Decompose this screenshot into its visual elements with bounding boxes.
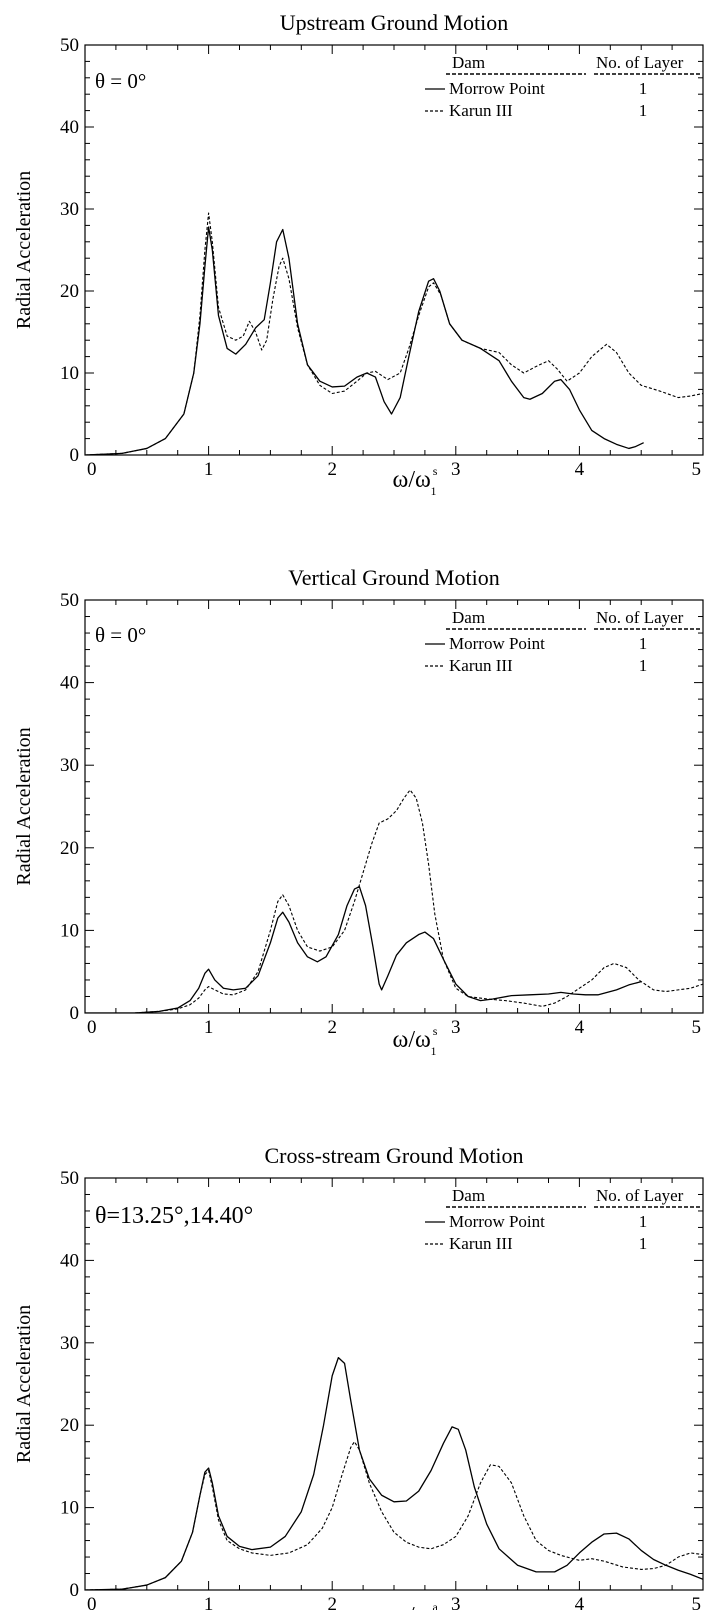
legend-series-name: Morrow Point	[449, 1212, 545, 1231]
x-tick-label: 1	[204, 1594, 214, 1610]
series-line-karun-iii	[85, 212, 703, 455]
y-tick-label: 10	[60, 363, 79, 384]
series-line-morrow-point	[85, 885, 642, 1013]
x-tick-label: 3	[451, 459, 461, 480]
chart-title: Cross-stream Ground Motion	[264, 1143, 523, 1168]
x-axis-label-main: ω/ω	[392, 1603, 430, 1610]
x-tick-label: 1	[204, 1017, 214, 1038]
x-tick-label: 4	[575, 1017, 585, 1038]
y-tick-label: 50	[60, 35, 79, 56]
x-tick-label: 5	[692, 459, 702, 480]
y-axis-label: Radial Acceleration	[13, 171, 35, 329]
y-tick-label: 40	[60, 117, 79, 138]
series-line-morrow-point	[85, 226, 644, 455]
plot-frame	[84, 599, 704, 1014]
series-line-morrow-point	[85, 1356, 703, 1590]
y-tick-label: 50	[60, 1168, 79, 1189]
x-tick-label: 5	[692, 1594, 702, 1610]
y-tick-label: 30	[60, 1333, 79, 1354]
y-tick-label: 0	[70, 445, 80, 466]
legend-header-layer: No. of Layer	[596, 608, 684, 627]
y-tick-label: 0	[70, 1003, 80, 1024]
legend-header-dam: Dam	[452, 608, 485, 627]
legend-header-dam: Dam	[452, 53, 485, 72]
legend-series-name: Karun III	[449, 1234, 513, 1253]
chart-title: Vertical Ground Motion	[288, 565, 499, 590]
y-tick-label: 30	[60, 199, 79, 220]
legend-header-dam: Dam	[452, 1186, 485, 1205]
chart-title: Upstream Ground Motion	[280, 10, 509, 35]
legend-series-name: Karun III	[449, 656, 513, 675]
y-tick-label: 30	[60, 755, 79, 776]
x-tick-label: 2	[327, 459, 337, 480]
y-axis-label: Radial Acceleration	[13, 727, 35, 885]
x-tick-label: 1	[204, 459, 214, 480]
x-tick-label: 2	[327, 1594, 337, 1610]
x-tick-label: 2	[327, 1017, 337, 1038]
legend-header-layer: No. of Layer	[596, 53, 684, 72]
y-tick-label: 20	[60, 1415, 79, 1436]
x-tick-label: 4	[575, 1594, 585, 1610]
legend-series-name: Karun III	[449, 101, 513, 120]
theta-annotation: θ = 0°	[95, 69, 146, 93]
legend: Dam No. of Layer Morrow Point 1 Karun III 1	[425, 1186, 701, 1253]
legend-series-layers: 1	[639, 1234, 648, 1253]
y-tick-label: 20	[60, 281, 79, 302]
axis-ticks	[84, 599, 704, 1014]
legend-header-layer: No. of Layer	[596, 1186, 684, 1205]
y-axis-label: Radial Acceleration	[13, 1305, 35, 1463]
legend-series-layers: 1	[639, 1212, 648, 1231]
x-tick-label: 0	[87, 1017, 97, 1038]
legend-series-layers: 1	[639, 79, 648, 98]
legend-series-layers: 1	[639, 634, 648, 653]
x-axis-label-sub: 1	[430, 1044, 436, 1058]
plot-frame	[84, 1177, 704, 1591]
y-tick-label: 40	[60, 673, 79, 694]
x-axis-label: ω/ωa1	[392, 1600, 438, 1610]
x-axis-label-sub: 1	[430, 484, 436, 498]
x-tick-label: 0	[87, 459, 97, 480]
x-tick-label: 0	[87, 1594, 97, 1610]
legend-series-name: Morrow Point	[449, 79, 545, 98]
y-tick-label: 40	[60, 1250, 79, 1271]
axis-ticks	[84, 1177, 704, 1591]
x-axis-label-sup: s	[433, 1024, 438, 1038]
x-tick-label: 5	[692, 1017, 702, 1038]
x-axis-label-sup: a	[432, 1600, 438, 1610]
x-axis-label-main: ω/ω	[393, 1027, 431, 1053]
legend-series-name: Morrow Point	[449, 634, 545, 653]
axis-ticks	[84, 44, 704, 456]
x-axis-label: ω/ω s 1	[393, 464, 438, 498]
theta-annotation: θ=13.25°,14.40°	[95, 1203, 253, 1229]
x-tick-label: 3	[451, 1017, 461, 1038]
y-tick-label: 10	[60, 920, 79, 941]
plot-frame	[84, 44, 704, 456]
y-tick-label: 0	[70, 1580, 80, 1601]
x-axis-label-main: ω/ω	[393, 467, 431, 493]
legend-series-layers: 1	[639, 656, 648, 675]
x-axis-label: ω/ω s 1	[393, 1024, 438, 1058]
legend-series-layers: 1	[639, 101, 648, 120]
series-line-karun-iii	[85, 1441, 703, 1590]
y-tick-label: 50	[60, 590, 79, 611]
y-tick-label: 20	[60, 838, 79, 859]
y-tick-label: 10	[60, 1498, 79, 1519]
x-tick-label: 4	[575, 459, 585, 480]
legend: Dam No. of Layer Morrow Point 1 Karun III 1	[425, 53, 701, 120]
x-tick-label: 3	[451, 1594, 461, 1610]
x-axis-label-sup: s	[433, 464, 438, 478]
theta-annotation: θ = 0°	[95, 623, 146, 647]
legend: Dam No. of Layer Morrow Point 1 Karun III 1	[425, 608, 701, 675]
series-line-karun-iii	[85, 789, 703, 1013]
